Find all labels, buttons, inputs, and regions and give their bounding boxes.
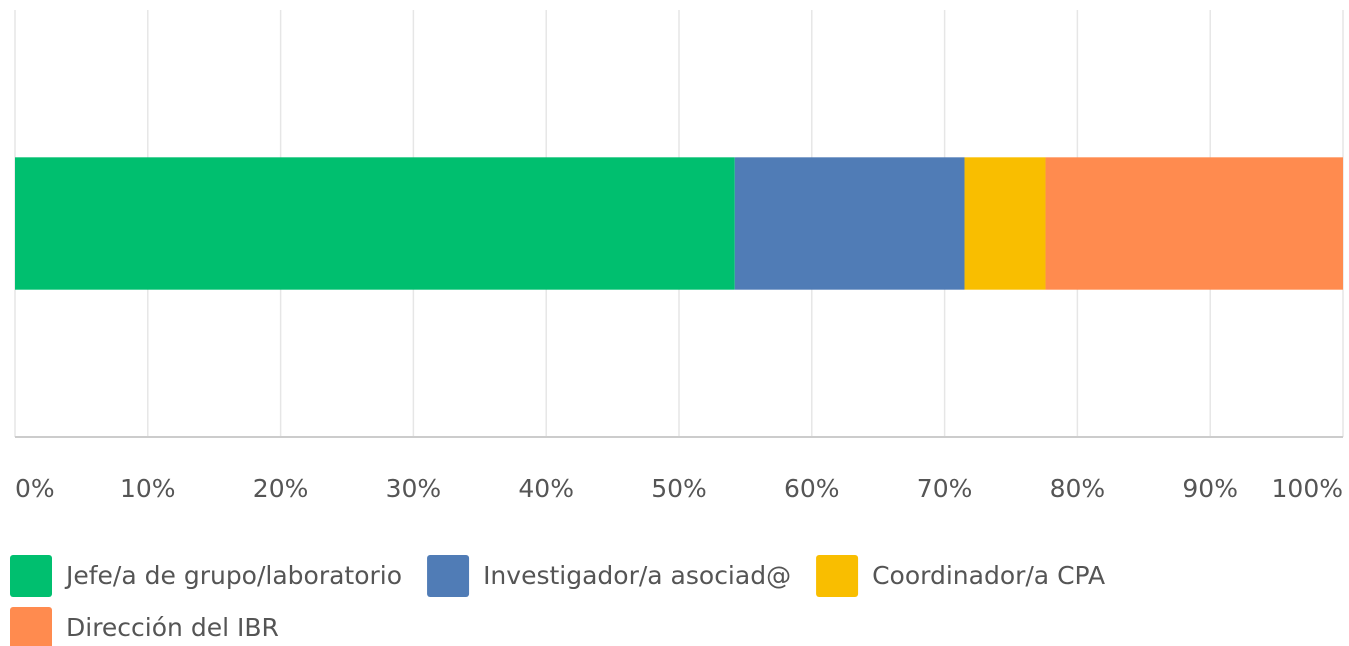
legend-item: Dirección del IBR [10,607,279,646]
x-tick-label: 20% [253,474,309,503]
bar-segment [734,157,965,290]
x-tick-label: 50% [651,474,707,503]
legend-label: Dirección del IBR [66,613,279,642]
legend-label: Investigador/a asociad@ [483,561,791,590]
x-tick-label: 40% [518,474,574,503]
x-tick-label: 70% [917,474,973,503]
legend-swatch [427,555,470,597]
x-tick-label: 30% [386,474,442,503]
bar-segment [1045,157,1343,290]
x-tick-label: 60% [784,474,840,503]
x-tick-label: 100% [1272,474,1343,503]
x-tick-label: 10% [120,474,176,503]
x-tick-label: 0% [15,474,55,503]
legend-swatch [10,607,52,646]
legend-label: Coordinador/a CPA [872,561,1105,590]
bar-segment [15,157,735,290]
bar-segment [964,157,1046,290]
x-tick-label: 80% [1050,474,1106,503]
legend-swatch [816,555,859,597]
legend-item: Jefe/a de grupo/laboratorio [10,555,402,597]
x-tick-label: 90% [1182,474,1238,503]
legend-label: Jefe/a de grupo/laboratorio [64,561,402,590]
legend-item: Coordinador/a CPA [816,555,1105,597]
legend-swatch [10,555,52,597]
legend-item: Investigador/a asociad@ [427,555,791,597]
